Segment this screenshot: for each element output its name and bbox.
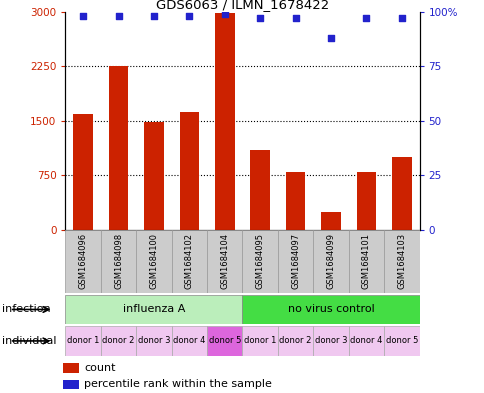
Bar <box>242 326 277 356</box>
Bar <box>101 326 136 356</box>
Text: GSM1684097: GSM1684097 <box>290 233 300 289</box>
Text: individual: individual <box>2 336 57 346</box>
Bar <box>179 112 199 230</box>
Point <box>397 15 405 22</box>
Bar <box>73 114 93 230</box>
Bar <box>65 230 101 293</box>
Text: GSM1684096: GSM1684096 <box>78 233 88 289</box>
Bar <box>383 230 419 293</box>
Text: GSM1684095: GSM1684095 <box>255 233 264 289</box>
Text: influenza A: influenza A <box>122 305 185 314</box>
Point <box>256 15 263 22</box>
Text: GSM1684104: GSM1684104 <box>220 233 229 289</box>
Point <box>220 11 228 17</box>
Bar <box>171 326 207 356</box>
Bar <box>136 326 171 356</box>
Bar <box>207 230 242 293</box>
Text: GSM1684103: GSM1684103 <box>396 233 406 289</box>
Point <box>326 35 334 41</box>
Bar <box>348 326 383 356</box>
Bar <box>63 380 78 389</box>
Text: donor 5: donor 5 <box>208 336 241 345</box>
Text: donor 3: donor 3 <box>137 336 170 345</box>
Point <box>291 15 299 22</box>
Bar <box>144 122 164 230</box>
Bar <box>65 326 101 356</box>
Bar <box>383 326 419 356</box>
Bar <box>136 230 171 293</box>
Text: no virus control: no virus control <box>287 305 374 314</box>
Bar <box>277 230 313 293</box>
Point <box>185 13 193 19</box>
Bar <box>207 326 242 356</box>
Point <box>362 15 369 22</box>
Text: donor 1: donor 1 <box>67 336 99 345</box>
Bar <box>320 212 340 230</box>
Bar <box>391 157 411 230</box>
Bar <box>356 172 376 230</box>
Text: GSM1684102: GSM1684102 <box>184 233 194 289</box>
Text: GSM1684099: GSM1684099 <box>326 233 335 289</box>
Text: donor 2: donor 2 <box>279 336 311 345</box>
Bar <box>242 230 277 293</box>
Bar <box>313 230 348 293</box>
Point <box>79 13 87 19</box>
Text: donor 2: donor 2 <box>102 336 135 345</box>
Bar <box>63 363 78 373</box>
Text: GSM1684098: GSM1684098 <box>114 233 123 289</box>
Text: donor 5: donor 5 <box>385 336 417 345</box>
Text: donor 4: donor 4 <box>349 336 382 345</box>
Bar <box>285 172 305 230</box>
Bar <box>242 295 419 324</box>
Bar <box>65 295 242 324</box>
Text: donor 4: donor 4 <box>173 336 205 345</box>
Title: GDS6063 / ILMN_1678422: GDS6063 / ILMN_1678422 <box>155 0 329 11</box>
Bar <box>171 230 207 293</box>
Bar <box>348 230 383 293</box>
Bar <box>313 326 348 356</box>
Bar <box>277 326 313 356</box>
Point <box>150 13 157 19</box>
Point <box>114 13 122 19</box>
Text: infection: infection <box>2 305 51 314</box>
Text: donor 3: donor 3 <box>314 336 347 345</box>
Text: donor 1: donor 1 <box>243 336 276 345</box>
Text: GSM1684100: GSM1684100 <box>149 233 158 289</box>
Bar <box>108 66 128 230</box>
Text: percentile rank within the sample: percentile rank within the sample <box>84 379 272 389</box>
Text: GSM1684101: GSM1684101 <box>361 233 370 289</box>
Bar <box>214 13 234 230</box>
Bar <box>101 230 136 293</box>
Text: count: count <box>84 363 116 373</box>
Bar <box>250 150 270 230</box>
